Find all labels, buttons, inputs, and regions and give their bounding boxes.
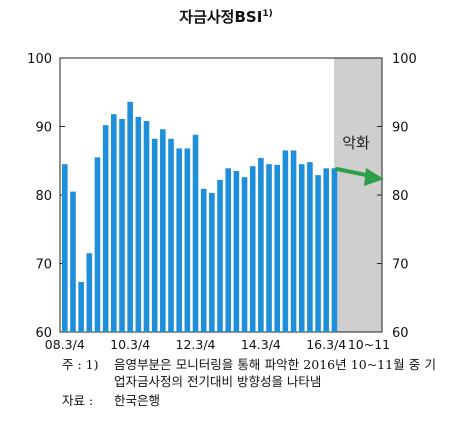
bar-11.1/4 [143,121,150,333]
bar-12.2/4 [184,148,191,332]
source-label: 자료 : [62,393,94,408]
footnote-text: 음영부분은 모니터링을 통해 파악한 2016년 10~11월 중 기업자금사정… [114,357,436,389]
y-tick-label-left-80: 80 [35,189,52,204]
shaded-region [334,58,382,332]
shaded-forecast-region-layer [334,58,382,332]
bar-11.4/4 [168,138,174,332]
bar-12.1/4 [176,148,182,332]
bar-13.3/4 [225,168,231,332]
x-tick-label-14.3/4: 14.3/4 [241,337,281,352]
y-tick-label-right-80: 80 [392,189,409,204]
bar-15.2/4 [282,150,289,332]
footnote-row: 주 : 1) 음영부분은 모니터링을 통해 파악한 2016년 10~11월 중… [62,356,436,390]
bar-15.1/4 [274,164,281,332]
bar-09.1/4 [78,282,84,332]
y-tick-label-left-90: 90 [35,121,52,136]
bar-09.2/4 [86,253,93,332]
bar-14.1/4 [241,177,248,332]
y-tick-label-right-100: 100 [392,52,417,67]
bar-14.3/4 [258,158,264,332]
bar-10.2/4 [119,118,125,332]
notes-block: 주 : 1) 음영부분은 모니터링을 통해 파악한 2016년 10~11월 중… [62,356,436,409]
bar-09.3/4 [94,157,101,332]
bar-12.4/4 [200,188,207,332]
y-tick-label-left-70: 70 [35,258,52,273]
annotation-layer: 악화 [335,134,384,186]
bar-16.2/4 [315,175,321,332]
title-footnote-mark: 1) [262,9,273,19]
x-tick-label-10.3/4: 10.3/4 [110,337,150,352]
y-tick-label-left-100: 100 [27,52,52,67]
bar-08.3/4 [62,164,68,332]
bar-16.1/4 [307,162,313,332]
footnote-label: 주 : 1) [62,357,99,372]
bar-15.3/4 [290,150,297,332]
bsi-chart: 60 60 70 70 80 80 90 90 100 100 08.3/4 10.3/4 12.3/4… [27,52,417,352]
bar-13.4/4 [233,171,240,332]
bar-11.3/4 [160,129,166,332]
bar-09.4/4 [102,125,109,332]
y-tick-label-right-90: 90 [392,121,409,136]
tick-labels: 60 60 70 70 80 80 90 90 100 100 08.3/4 10.3/4 12.3/4… [27,52,417,352]
chart-title-text: 자금사정BSI [179,8,263,26]
bar-series [62,101,338,333]
bar-10.3/4 [127,101,133,332]
x-tick-label-12.3/4: 12.3/4 [176,337,216,352]
bar-14.4/4 [266,164,272,332]
y-tick-label-right-60: 60 [392,326,409,341]
bar-16.4/4 [331,168,338,332]
bar-16.3/4 [323,168,330,332]
trend-arrow-head [364,168,384,186]
annotation-label: 악화 [342,134,370,152]
bar-10.1/4 [111,114,117,332]
bar-11.2/4 [151,138,158,332]
y-tick-label-left-60: 60 [35,326,52,341]
source-row: 자료 : 한국은행 [62,392,436,409]
x-tick-label-10~11: 10~11 [348,337,390,352]
bar-12.3/4 [192,134,199,332]
bar-13.2/4 [217,179,223,332]
bar-14.2/4 [249,166,256,332]
bar-10.4/4 [135,116,142,332]
bar-08.4/4 [70,191,76,332]
bar-15.4/4 [298,164,305,332]
chart-title: 자금사정BSI1) [0,6,452,27]
bar-13.1/4 [209,192,215,332]
x-tick-label-16.3/4: 16.3/4 [306,337,346,352]
x-tick-label-08.3/4: 08.3/4 [45,337,85,352]
y-tick-label-right-70: 70 [392,258,409,273]
source-text: 한국은행 [114,393,161,408]
